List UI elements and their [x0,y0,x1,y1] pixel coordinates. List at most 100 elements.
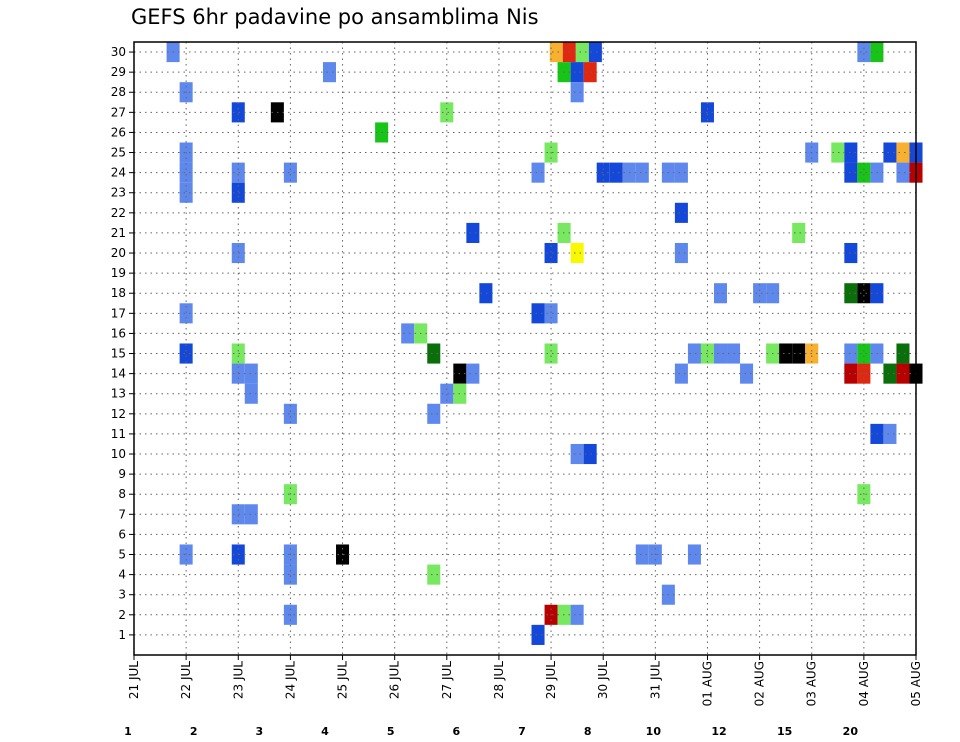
heatmap-cell [570,604,584,625]
legend-label: 4 [321,725,329,738]
heatmap-cell [322,62,337,83]
y-tick-label: 29 [111,65,126,79]
heatmap-cell [713,343,728,364]
heatmap-cell [844,343,858,364]
heatmap-cell [440,102,454,123]
x-tick-label: 30 JUL [596,661,610,699]
grid-lines [133,42,917,655]
heatmap-cell [857,343,871,364]
heatmap-cell [231,504,245,525]
heatmap-cell [544,303,558,324]
heatmap-cell [570,62,584,83]
heatmap-cell [896,343,910,364]
y-tick-label: 24 [111,166,126,180]
y-tick-label: 19 [111,266,126,280]
heatmap-cell [466,363,480,384]
y-tick-label: 28 [111,85,126,99]
chart-title: GEFS 6hr padavine po ansamblima Nis [131,5,539,29]
x-tick-label: 25 JUL [336,661,350,699]
y-tick-label: 1 [118,628,126,642]
y-axis: 1234567891011121314151617181920212223242… [111,45,134,642]
heatmap-cell [687,544,701,565]
y-tick-label: 16 [111,326,126,340]
legend-label: 15 [777,725,792,738]
heatmap-cell [179,303,193,324]
heatmap-cell [570,443,584,465]
legend-label: 1 [124,725,132,738]
y-tick-label: 20 [111,246,126,260]
y-tick-label: 21 [111,226,126,240]
heatmap-cell [792,343,806,364]
heatmap-cell [531,303,545,324]
x-tick-label: 24 JUL [283,661,297,699]
heatmap-cell [231,242,245,264]
legend-label: 20 [843,725,859,738]
heatmap-cell [427,343,441,364]
y-tick-label: 27 [111,105,126,119]
heatmap-cell [283,162,297,183]
heatmap-cell [844,283,858,304]
heatmap-cell [179,162,193,183]
heatmap-cell [896,363,910,384]
legend-label: 5 [387,725,395,738]
heatmap-cell [740,363,754,384]
x-tick-label: 01 AUG [700,661,714,706]
heatmap-cell [231,343,245,364]
heatmap-cell [544,242,558,264]
legend-label: 3 [256,725,264,738]
legend-label: 6 [453,725,461,738]
x-tick-label: 26 JUL [388,661,402,699]
heatmap-cell [531,162,545,183]
y-tick-label: 22 [111,206,126,220]
heatmap-cell [544,343,558,364]
heatmap-cell [427,564,441,585]
y-tick-label: 30 [111,45,126,59]
heatmap-cell [427,403,441,424]
heatmap-cell [283,564,297,585]
x-tick-label: 03 AUG [805,661,819,706]
heatmap-cell [570,82,584,103]
heatmap-cell [583,62,597,83]
heatmap-cell [635,544,649,565]
heatmap-cell [609,162,623,183]
y-tick-label: 17 [111,306,126,320]
heatmap-cell [713,283,728,304]
heatmap-cell [857,42,871,63]
y-tick-label: 12 [111,407,126,421]
x-tick-label: 22 JUL [179,661,193,699]
color-legend: 1 2 3 4 5 6 7 8 10 12 15 20 [124,725,858,738]
y-tick-label: 3 [118,588,126,602]
heatmap-cell [575,42,589,63]
plot-frame [133,41,917,656]
y-tick-label: 6 [118,527,126,541]
y-tick-label: 8 [118,487,126,501]
y-tick-label: 5 [118,548,126,562]
heatmap-cell [401,323,415,344]
y-tick-label: 9 [118,467,126,481]
y-tick-label: 15 [111,347,126,361]
x-tick-label: 27 JUL [440,661,454,699]
heatmap-cell [570,242,584,264]
heatmap-cell [857,162,871,183]
x-tick-label: 21 JUL [127,661,141,699]
y-tick-label: 11 [111,427,126,441]
heatmap-cell [883,363,897,384]
y-tick-label: 7 [118,507,126,521]
y-tick-label: 14 [111,367,126,381]
x-tick-label: 28 JUL [492,661,506,699]
heatmap-cell [844,242,858,264]
heatmap-cell [831,142,845,163]
heatmap-cell [179,343,193,364]
heatmap-cell [466,222,480,243]
legend-label: 2 [190,725,198,738]
heatmap-cell [244,383,258,404]
heatmap-cell [549,42,563,63]
legend-label: 8 [584,725,592,738]
heatmap-cell [896,162,910,183]
y-tick-label: 13 [111,387,126,401]
heatmap-cell [588,42,602,63]
y-tick-label: 4 [118,568,126,582]
heatmap-cell [857,363,871,384]
heatmap-cell [244,363,258,384]
